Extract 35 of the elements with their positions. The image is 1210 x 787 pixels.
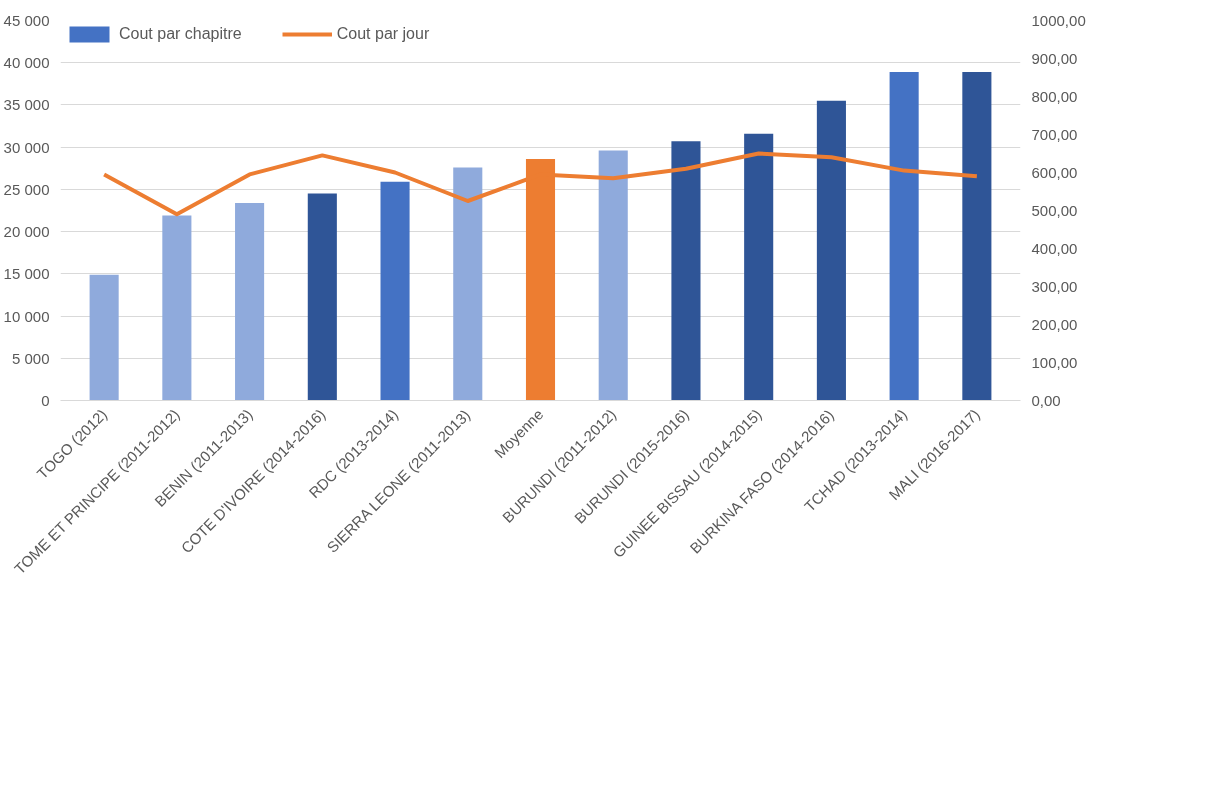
y2-tick-label: 400,00 <box>1031 239 1078 257</box>
bar <box>671 141 701 401</box>
y-tick-label: 30 000 <box>3 138 50 156</box>
y-tick-label: 35 000 <box>3 96 50 114</box>
y2-tick-label: 700,00 <box>1031 125 1078 143</box>
y2-tick-label: 100,00 <box>1031 353 1078 371</box>
y-tick-label: 45 000 <box>3 12 50 29</box>
bar <box>307 193 337 401</box>
bar <box>889 72 919 401</box>
y2-tick-label: 1000,00 <box>1031 11 1086 29</box>
y2-tick-label: 600,00 <box>1031 163 1078 181</box>
y2-tick-label: 200,00 <box>1031 315 1078 333</box>
y2-tick-label: 500,00 <box>1031 201 1078 219</box>
bar <box>380 181 410 401</box>
bar <box>162 215 192 401</box>
bar <box>235 202 265 401</box>
bar <box>744 133 774 401</box>
bar <box>598 150 628 401</box>
bar <box>453 167 483 401</box>
y2-tick-label: 900,00 <box>1031 49 1078 67</box>
bar <box>89 274 119 401</box>
y-tick-label: 10 000 <box>3 307 50 325</box>
bar <box>962 72 992 401</box>
legend-label: Cout par jour <box>336 25 430 43</box>
y-tick-label: 5 000 <box>11 349 50 367</box>
y-tick-label: 0 <box>41 392 50 409</box>
y2-tick-label: 0,00 <box>1031 391 1061 409</box>
y-tick-label: 15 000 <box>3 265 50 283</box>
y-tick-label: 25 000 <box>3 180 50 198</box>
bar <box>816 100 846 401</box>
y2-tick-label: 300,00 <box>1031 277 1078 295</box>
y-tick-label: 40 000 <box>3 54 50 72</box>
y-tick-label: 20 000 <box>3 223 50 241</box>
y2-tick-label: 800,00 <box>1031 87 1078 105</box>
legend-label: Cout par chapitre <box>119 25 242 43</box>
